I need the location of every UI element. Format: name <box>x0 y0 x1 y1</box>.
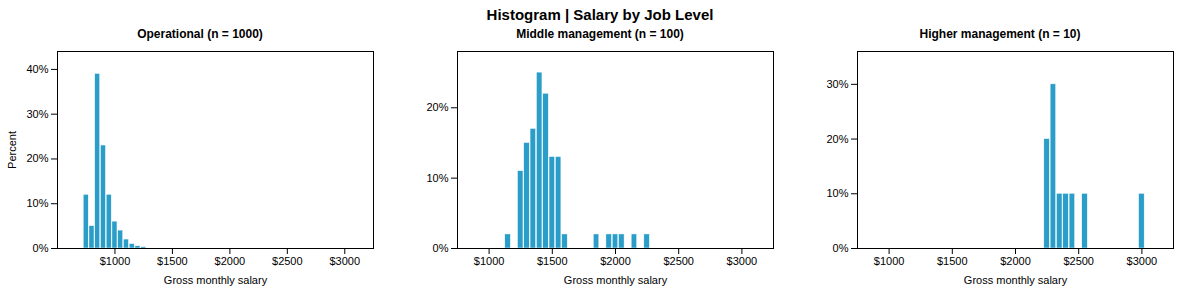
svg-text:Percent: Percent <box>6 131 18 169</box>
svg-text:20%: 20% <box>826 133 848 145</box>
svg-text:$2000: $2000 <box>215 255 246 267</box>
svg-text:$2500: $2500 <box>663 255 694 267</box>
svg-text:20%: 20% <box>26 152 48 164</box>
svg-text:40%: 40% <box>26 63 48 75</box>
svg-text:10%: 10% <box>426 172 448 184</box>
svg-text:$1000: $1000 <box>100 255 131 267</box>
svg-text:$3000: $3000 <box>727 255 758 267</box>
svg-text:0%: 0% <box>833 242 849 254</box>
svg-text:$3000: $3000 <box>329 255 360 267</box>
html-text:Middle management (n = 100): Middle management (n = 100) <box>516 27 684 41</box>
svg-text:$2000: $2000 <box>600 255 631 267</box>
svg-text:$1500: $1500 <box>937 255 968 267</box>
html-text:Operational (n = 1000): Operational (n = 1000) <box>137 27 263 41</box>
html-text:Higher management (n = 10): Higher management (n = 10) <box>919 27 1081 41</box>
svg-text:30%: 30% <box>826 78 848 90</box>
svg-text:$1500: $1500 <box>537 255 568 267</box>
svg-text:$3000: $3000 <box>1127 255 1158 267</box>
svg-text:0%: 0% <box>433 242 449 254</box>
svg-text:$2500: $2500 <box>272 255 303 267</box>
svg-text:0%: 0% <box>33 242 49 254</box>
svg-text:$1500: $1500 <box>157 255 188 267</box>
svg-text:10%: 10% <box>26 197 48 209</box>
svg-text:$1000: $1000 <box>874 255 905 267</box>
svg-text:$2000: $2000 <box>1000 255 1031 267</box>
svg-text:Gross monthly salary: Gross monthly salary <box>164 274 268 286</box>
svg-text:Gross monthly salary: Gross monthly salary <box>564 274 668 286</box>
svg-text:10%: 10% <box>826 187 848 199</box>
svg-text:$2500: $2500 <box>1063 255 1094 267</box>
svg-text:30%: 30% <box>26 108 48 120</box>
svg-text:$1000: $1000 <box>474 255 505 267</box>
svg-text:Gross monthly salary: Gross monthly salary <box>964 274 1068 286</box>
svg-text:20%: 20% <box>426 101 448 113</box>
html-text:Histogram | Salary by Job Leve: Histogram | Salary by Job Level <box>486 6 714 23</box>
